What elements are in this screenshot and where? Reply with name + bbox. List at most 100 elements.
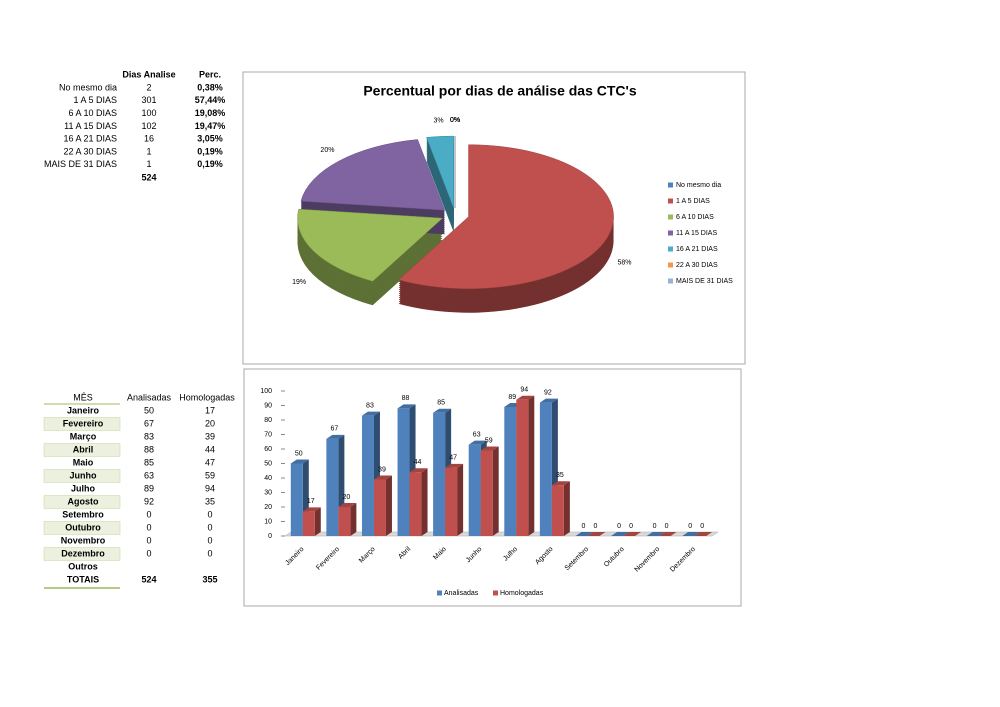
legend-label: 1 A 5 DIAS bbox=[676, 198, 710, 205]
month-label: Março bbox=[70, 431, 97, 441]
legend-swatch bbox=[493, 590, 498, 596]
bar bbox=[409, 472, 422, 536]
pie-label: 58% bbox=[617, 259, 631, 266]
legend-label: 22 A 30 DIAS bbox=[676, 262, 718, 269]
legend-swatch bbox=[668, 230, 673, 236]
legend-swatch bbox=[668, 278, 673, 284]
table-cell: 0 bbox=[146, 509, 151, 519]
legend-label: Homologadas bbox=[500, 590, 544, 597]
bar-side bbox=[350, 503, 357, 536]
y-tick-label: 100 bbox=[260, 388, 272, 395]
table-cell: 0 bbox=[146, 548, 151, 558]
value-label: 44 bbox=[414, 459, 422, 466]
legend-swatch bbox=[668, 262, 673, 268]
table-cell: 0 bbox=[146, 522, 151, 532]
bar-side bbox=[314, 507, 321, 536]
value-label: 0 bbox=[665, 523, 669, 530]
row-label: 16 A 21 DIAS bbox=[63, 134, 117, 144]
table-cell: 0 bbox=[207, 522, 212, 532]
bar bbox=[302, 511, 315, 536]
bar-top bbox=[302, 507, 321, 512]
bar-top bbox=[397, 404, 416, 409]
legend-swatch bbox=[668, 198, 673, 204]
y-tick-label: 50 bbox=[264, 460, 272, 467]
value-label: 0 bbox=[688, 523, 692, 530]
legend-label: 16 A 21 DIAS bbox=[676, 246, 718, 253]
value-label: 0 bbox=[582, 523, 586, 530]
value-label: 0 bbox=[653, 523, 657, 530]
row-label: MAIS DE 31 DIAS bbox=[44, 159, 117, 169]
table-cell: 0 bbox=[207, 535, 212, 545]
pie-slice bbox=[300, 139, 446, 211]
table-cell: 88 bbox=[144, 444, 154, 454]
table-header: MÊS bbox=[73, 392, 93, 402]
legend-label: MAIS DE 31 DIAS bbox=[676, 278, 733, 285]
table-cell: 301 bbox=[141, 95, 156, 105]
row-band bbox=[43, 443, 121, 457]
table-header: Analisadas bbox=[127, 392, 172, 402]
bar bbox=[504, 406, 517, 536]
bar-top bbox=[361, 411, 380, 416]
bar bbox=[338, 507, 351, 536]
table-cell: 85 bbox=[144, 457, 154, 467]
row-label: 11 A 15 DIAS bbox=[64, 121, 117, 131]
month-label: Fevereiro bbox=[63, 418, 104, 428]
month-label: Junho bbox=[70, 470, 97, 480]
legend-swatch bbox=[668, 214, 673, 220]
pie-slice bbox=[297, 208, 444, 282]
bar-side bbox=[563, 481, 570, 536]
table-cell: 92 bbox=[144, 496, 154, 506]
bar-side bbox=[492, 446, 499, 536]
pie-label: 0% bbox=[450, 117, 460, 124]
bar-side bbox=[421, 468, 428, 536]
row-label: No mesmo dia bbox=[59, 82, 117, 92]
table-cell: 3,05% bbox=[197, 134, 223, 144]
table-cell: 89 bbox=[144, 483, 154, 493]
value-label: 94 bbox=[520, 387, 528, 394]
month-label: Janeiro bbox=[67, 405, 100, 415]
floor bbox=[284, 531, 719, 537]
bar-top bbox=[326, 434, 345, 439]
bar-top bbox=[658, 532, 677, 536]
row-band bbox=[43, 521, 121, 535]
legend-label: Analisadas bbox=[444, 590, 479, 597]
month-label: Abril bbox=[73, 444, 94, 454]
month-label: Julho bbox=[71, 483, 96, 493]
table-cell: 2 bbox=[146, 82, 151, 92]
month-label: Maio bbox=[73, 457, 94, 467]
table-cell: 1 bbox=[146, 146, 151, 156]
legend-swatch bbox=[437, 590, 442, 596]
bar bbox=[539, 402, 552, 536]
y-tick-label: 80 bbox=[264, 417, 272, 424]
table-cell: 0,19% bbox=[197, 146, 223, 156]
month-label: Agosto bbox=[68, 496, 99, 506]
table-cell: 57,44% bbox=[195, 95, 226, 105]
row-band bbox=[43, 469, 121, 483]
bar bbox=[397, 408, 410, 536]
value-label: 59 bbox=[485, 437, 493, 444]
y-tick-label: 10 bbox=[264, 518, 272, 525]
pie-label: 0% bbox=[450, 117, 460, 124]
value-label: 20 bbox=[342, 494, 350, 501]
totals-cell: TOTAIS bbox=[67, 574, 99, 584]
totals-cell: 355 bbox=[202, 574, 217, 584]
chart-title: Percentual por dias de análise das CTC's bbox=[363, 83, 637, 99]
totals-cell: 524 bbox=[141, 574, 156, 584]
bar-side bbox=[457, 463, 464, 536]
bar-top bbox=[290, 459, 309, 464]
bar-side bbox=[385, 475, 392, 536]
y-tick-label: 30 bbox=[264, 489, 272, 496]
y-tick-label: 60 bbox=[264, 446, 272, 453]
table-cell: 50 bbox=[144, 405, 154, 415]
table-cell: 0,19% bbox=[197, 159, 223, 169]
legend-swatch bbox=[668, 246, 673, 252]
table-cell: 83 bbox=[144, 431, 154, 441]
value-label: 50 bbox=[295, 450, 303, 457]
table-cell: 0 bbox=[207, 509, 212, 519]
table-cell: 1 bbox=[146, 159, 151, 169]
table-cell: 94 bbox=[205, 483, 215, 493]
bar-top bbox=[468, 440, 487, 445]
row-band bbox=[43, 417, 121, 431]
value-label: 47 bbox=[449, 455, 457, 462]
